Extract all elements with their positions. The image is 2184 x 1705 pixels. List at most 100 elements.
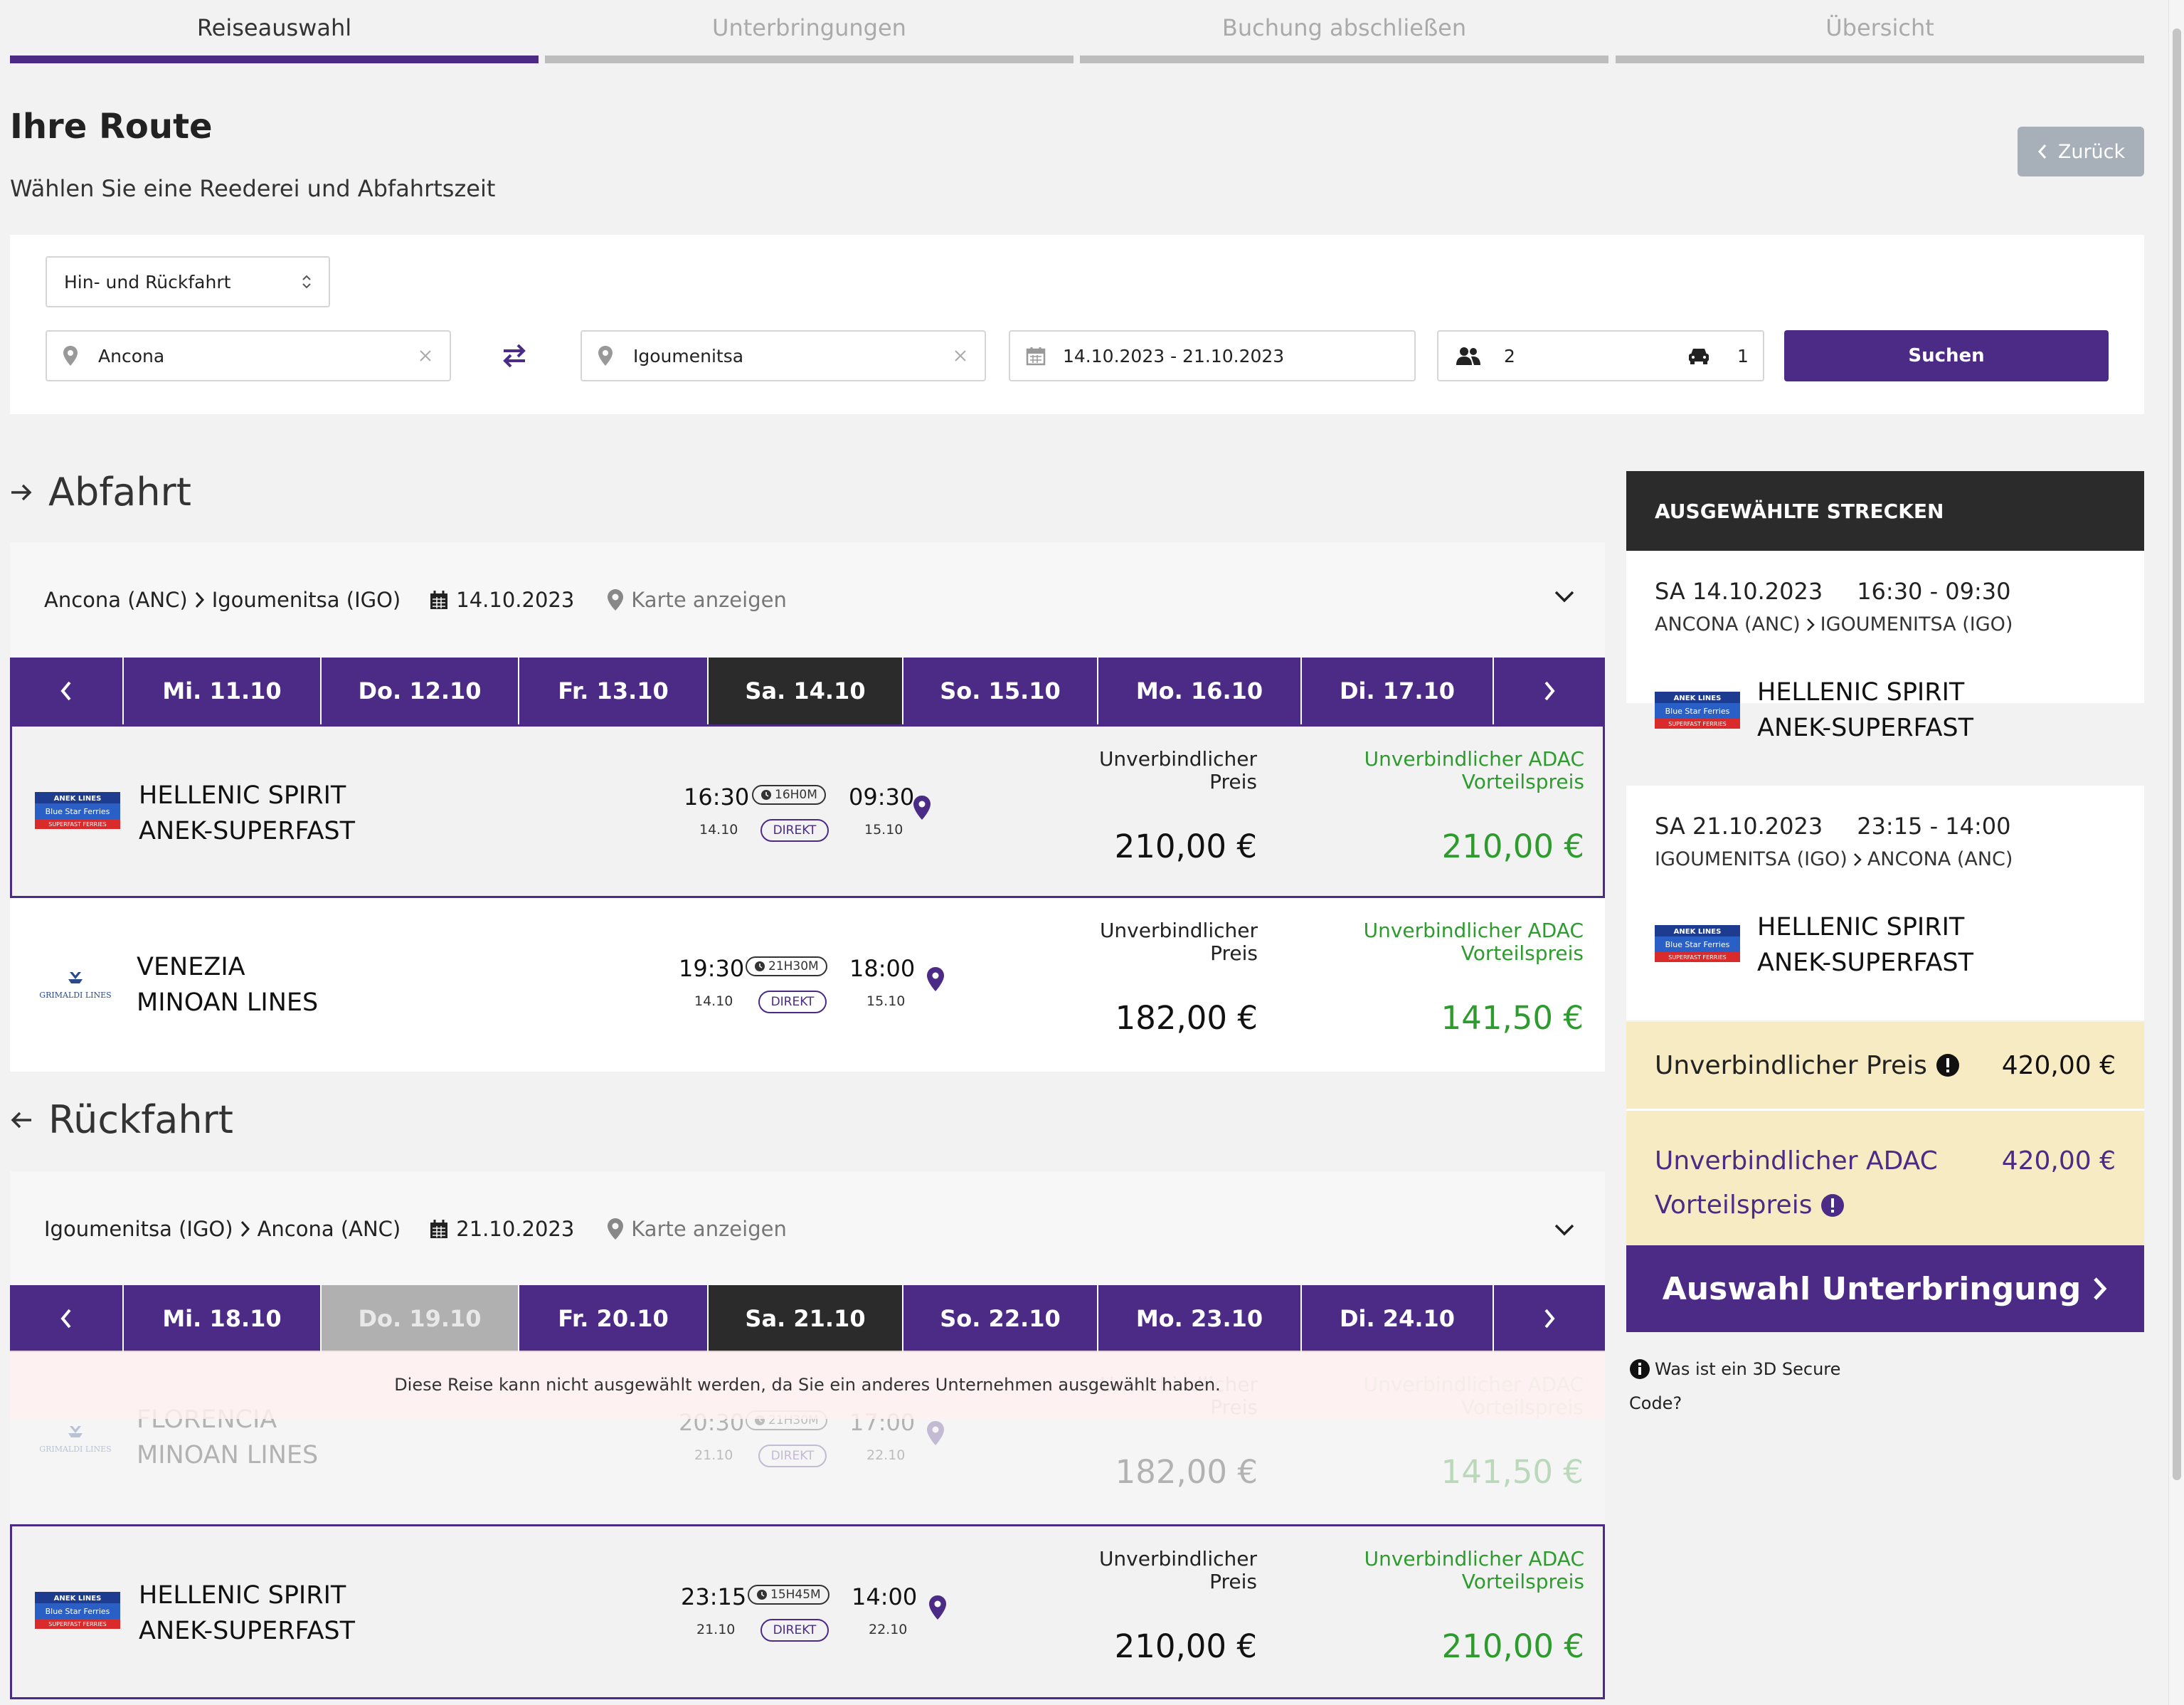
date-tab[interactable]: Mi. 18.10 xyxy=(124,1285,322,1352)
chevron-right-icon xyxy=(1806,618,1815,631)
back-button-label: Zurück xyxy=(2057,140,2126,163)
clear-icon[interactable] xyxy=(953,349,968,363)
date-tab[interactable]: Do. 12.10 xyxy=(322,658,519,724)
info-alert-icon[interactable] xyxy=(1820,1193,1845,1218)
price: 182,00 € xyxy=(1115,999,1258,1037)
leg-ship: HELLENIC SPIRIT ANEK-SUPERFAST xyxy=(1757,913,1973,977)
route-to: Ancona (ANC) xyxy=(257,1217,401,1241)
chevron-down-icon[interactable] xyxy=(1554,1223,1575,1237)
back-button[interactable]: Zurück xyxy=(2018,127,2144,176)
step-label: Buchung abschließen xyxy=(1221,14,1467,41)
scrollbar[interactable] xyxy=(2168,0,2184,1705)
from-port-input[interactable]: Ancona xyxy=(46,330,451,381)
3d-secure-help-link[interactable]: Was ist ein 3D Secure Code? xyxy=(1629,1359,1841,1413)
return-date-nav: Mi. 18.10 Do. 19.10 Fr. 20.10 Sa. 21.10 … xyxy=(10,1285,1605,1352)
leg-datetime: SA 14.10.2023 16:30 - 09:30 xyxy=(1655,578,2011,605)
date-tab[interactable]: Di. 24.10 xyxy=(1302,1285,1494,1352)
trip-type-select[interactable]: Hin- und Rückfahrt xyxy=(46,256,330,307)
direct-badge: DIREKT xyxy=(760,1619,829,1642)
chevron-right-icon xyxy=(240,1220,250,1237)
clear-icon[interactable] xyxy=(418,349,433,363)
sailing-row-selected[interactable]: ANEK LINES Blue Star Ferries SUPERFAST FER… xyxy=(10,1524,1605,1699)
date-tab-disabled: Do. 19.10 xyxy=(322,1285,519,1352)
anek-blue-star-logo: ANEK LINES Blue Star Ferries SUPERFAST FER… xyxy=(35,792,120,829)
date-tab-selected[interactable]: Sa. 21.10 xyxy=(709,1285,903,1352)
date-tab[interactable]: Fr. 20.10 xyxy=(519,1285,709,1352)
duration-badge: 15H45M xyxy=(748,1585,829,1605)
to-port-input[interactable]: Igoumenitsa xyxy=(581,330,986,381)
map-pin-icon[interactable] xyxy=(913,795,931,820)
outbound-heading: Abfahrt xyxy=(10,470,191,514)
page-title: Ihre Route xyxy=(10,107,213,147)
cta-label: Auswahl Unterbringung xyxy=(1662,1270,2082,1307)
step-reiseauswahl[interactable]: Reiseauswahl xyxy=(10,0,539,64)
step-bar xyxy=(1080,56,1608,63)
total-adac-label: Unverbindlicher ADAC Vorteilspreis xyxy=(1655,1146,1938,1220)
passenger-vehicle-input[interactable]: 2 1 xyxy=(1437,330,1764,381)
date-tab[interactable]: Mo. 23.10 xyxy=(1098,1285,1302,1352)
return-route-header[interactable]: Igoumenitsa (IGO) Ancona (ANC) 21.10.202… xyxy=(10,1171,1605,1287)
sailing-row[interactable]: GRIMALDI LINES VENEZIA MINOAN LINES 19:30… xyxy=(10,898,1605,1072)
date-tab[interactable]: So. 22.10 xyxy=(903,1285,1098,1352)
location-pin-icon xyxy=(63,346,78,366)
prev-date-button[interactable] xyxy=(10,658,124,724)
map-pin-icon[interactable] xyxy=(926,966,945,992)
ship-name: HELLENIC SPIRIT ANEK-SUPERFAST xyxy=(139,1581,355,1645)
date-tab[interactable]: So. 15.10 xyxy=(903,658,1098,724)
departure-date: 21.10 xyxy=(696,1622,736,1637)
outbound-heading-label: Abfahrt xyxy=(48,470,191,514)
select-accommodation-button[interactable]: Auswahl Unterbringung xyxy=(1626,1245,2144,1332)
clock-icon xyxy=(761,790,771,800)
date-tab[interactable]: Mo. 16.10 xyxy=(1098,658,1302,724)
route-date: 21.10.2023 xyxy=(456,1217,575,1241)
search-button[interactable]: Suchen xyxy=(1784,330,2109,381)
date-tab-selected[interactable]: Sa. 14.10 xyxy=(709,658,903,724)
ship-name: VENEZIA MINOAN LINES xyxy=(137,953,319,1017)
route-from: Igoumenitsa (IGO) xyxy=(44,1217,233,1241)
return-heading: Rückfahrt xyxy=(10,1097,233,1142)
vehicle-count: 1 xyxy=(1737,345,1749,366)
location-pin-icon xyxy=(598,346,613,366)
next-date-button[interactable] xyxy=(1494,1285,1605,1352)
date-range-input[interactable]: 14.10.2023 - 21.10.2023 xyxy=(1009,330,1416,381)
chevron-right-icon xyxy=(1544,1309,1555,1329)
step-label: Übersicht xyxy=(1825,14,1934,41)
price: 210,00 € xyxy=(1114,1627,1257,1665)
from-port-value: Ancona xyxy=(98,345,165,366)
next-date-button[interactable] xyxy=(1494,658,1605,724)
svg-text:SUPERFAST FERRIES: SUPERFAST FERRIES xyxy=(48,1621,106,1627)
svg-text:ANEK LINES: ANEK LINES xyxy=(1674,928,1722,936)
date-tab[interactable]: Mi. 11.10 xyxy=(124,658,322,724)
sailing-row-selected[interactable]: ANEK LINES Blue Star Ferries SUPERFAST FER… xyxy=(10,724,1605,898)
show-map-link[interactable]: Karte anzeigen xyxy=(631,1217,787,1241)
prev-date-button[interactable] xyxy=(10,1285,124,1352)
car-icon xyxy=(1689,349,1709,364)
total-adac-price: 420,00 € xyxy=(2001,1146,2116,1176)
svg-text:SUPERFAST FERRIES: SUPERFAST FERRIES xyxy=(1668,721,1726,727)
map-pin-icon xyxy=(608,589,624,611)
step-unterbringungen[interactable]: Unterbringungen xyxy=(545,0,1074,64)
outbound-route-header[interactable]: Ancona (ANC) Igoumenitsa (IGO) 14.10.202… xyxy=(10,542,1605,658)
swap-icon[interactable] xyxy=(501,343,528,369)
chevron-down-icon[interactable] xyxy=(1554,589,1575,603)
map-pin-icon xyxy=(608,1218,624,1240)
passenger-count: 2 xyxy=(1504,345,1515,366)
date-tab[interactable]: Fr. 13.10 xyxy=(519,658,709,724)
map-pin-icon[interactable] xyxy=(928,1595,947,1620)
show-map-link[interactable]: Karte anzeigen xyxy=(631,588,787,612)
route-from: Ancona (ANC) xyxy=(44,588,188,612)
step-uebersicht[interactable]: Übersicht xyxy=(1616,0,2144,64)
search-panel: Hin- und Rückfahrt Ancona Igoumenitsa 14… xyxy=(10,235,2144,414)
scrollbar-thumb[interactable] xyxy=(2173,28,2181,1480)
step-buchung[interactable]: Buchung abschließen xyxy=(1080,0,1608,64)
arrival-date: 15.10 xyxy=(864,822,903,838)
page-subtitle: Wählen Sie eine Reederei und Abfahrtszei… xyxy=(10,175,496,202)
duration-badge: 16H0M xyxy=(752,785,826,805)
date-tab[interactable]: Di. 17.10 xyxy=(1302,658,1494,724)
leg-datetime: SA 21.10.2023 23:15 - 14:00 xyxy=(1655,813,2011,840)
info-alert-icon[interactable] xyxy=(1936,1053,1960,1077)
price: 182,00 € xyxy=(1115,1453,1258,1491)
